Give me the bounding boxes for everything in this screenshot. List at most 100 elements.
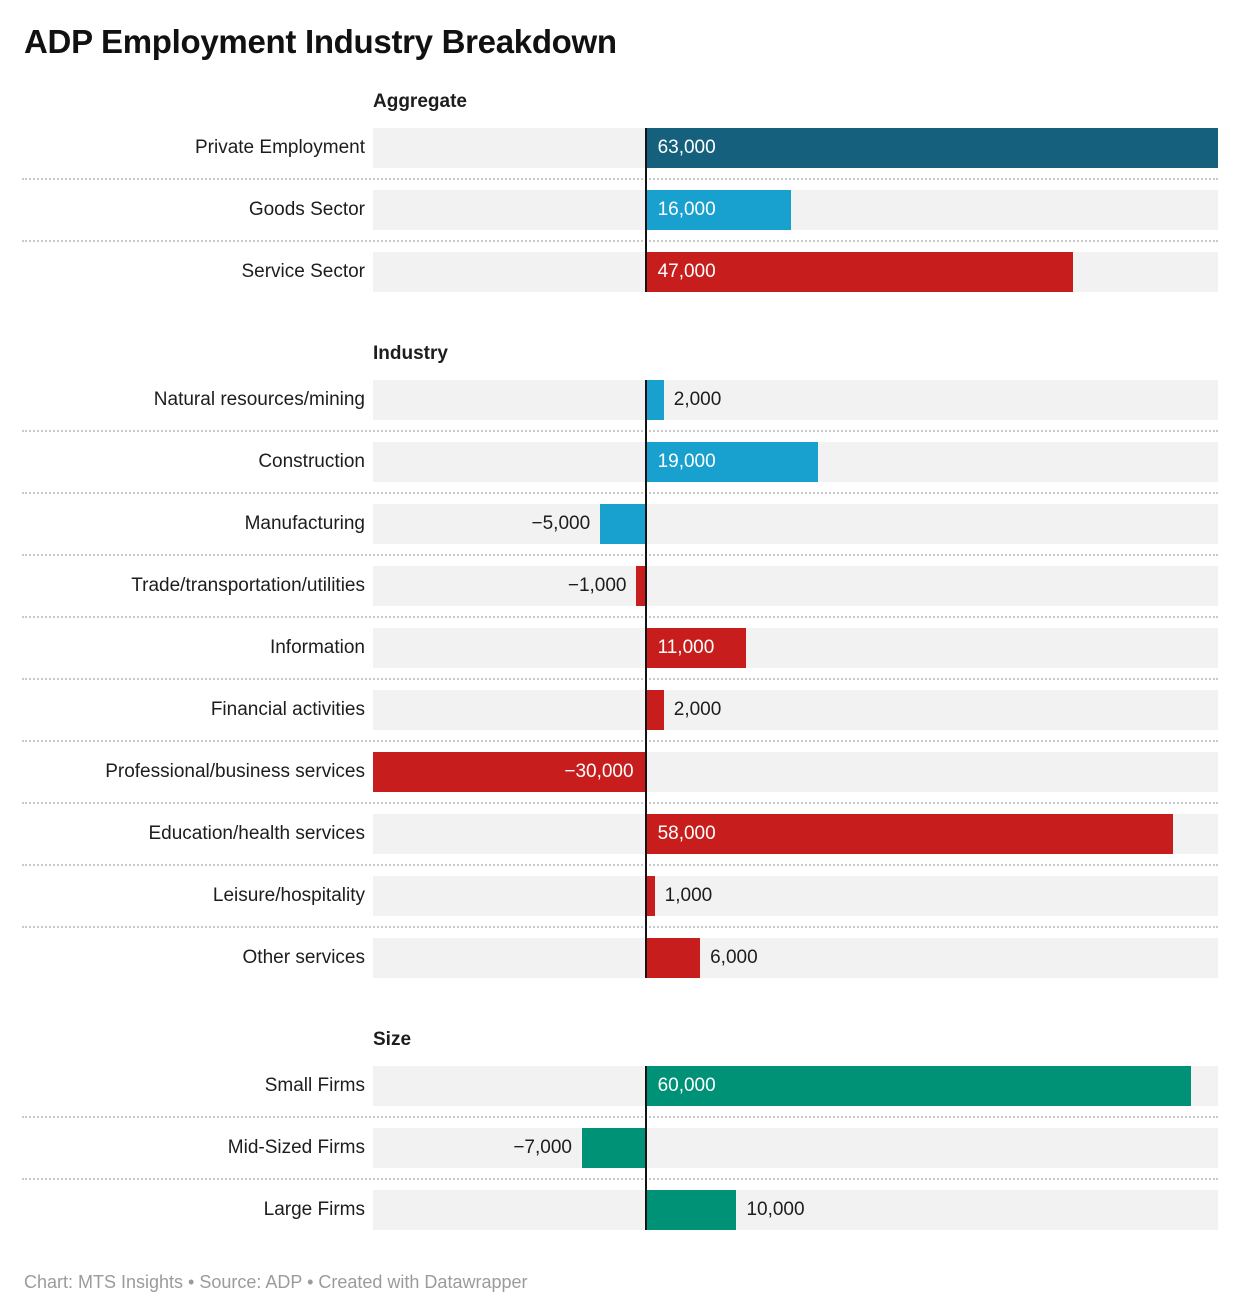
value-label: 2,000: [673, 389, 722, 410]
bar-track: 47,000: [373, 252, 1218, 292]
bar-track: −5,000: [373, 504, 1218, 544]
row-label: Professional/business services: [105, 761, 365, 782]
bar: [636, 566, 646, 606]
bar-track: 1,000: [373, 876, 1218, 916]
row-label: Other services: [242, 947, 365, 968]
bar: 16,000: [645, 190, 791, 230]
bar: 60,000: [645, 1066, 1191, 1106]
bar: 58,000: [645, 814, 1173, 854]
value-label: 10,000: [746, 1199, 805, 1220]
bar: [645, 380, 664, 420]
bar-row: Goods Sector 16,000: [24, 190, 1218, 230]
row-separator: [22, 1116, 1218, 1118]
bar-row: Information 11,000: [24, 628, 1218, 668]
row-separator: [22, 554, 1218, 556]
value-label: 6,000: [710, 947, 758, 968]
value-label: 11,000: [657, 637, 715, 658]
bar-track: 60,000: [373, 1066, 1218, 1106]
value-label: 19,000: [657, 451, 716, 472]
row-label: Education/health services: [148, 823, 365, 844]
bar-track: 2,000: [373, 690, 1218, 730]
bar-row: Trade/transportation/utilities −1,000: [24, 566, 1218, 606]
row-label: Mid-Sized Firms: [227, 1137, 365, 1158]
bar-track: 10,000: [373, 1190, 1218, 1230]
bar: [600, 504, 646, 544]
value-label: −30,000: [564, 761, 634, 782]
chart-footer: Chart: MTS Insights • Source: ADP • Crea…: [24, 1272, 528, 1292]
value-label: −5,000: [531, 513, 591, 534]
row-separator: [22, 178, 1218, 180]
value-label: 47,000: [657, 261, 716, 282]
row-label: Leisure/hospitality: [212, 885, 365, 906]
row-label: Financial activities: [210, 699, 365, 720]
bar-row: Large Firms 10,000: [24, 1190, 1218, 1230]
bar: −30,000: [373, 752, 646, 792]
chart-section-aggregate: Aggregate Private Employment 63,000 Goods S…: [22, 90, 1218, 292]
value-label: 63,000: [657, 137, 716, 158]
row-separator: [22, 1178, 1218, 1180]
bar: [645, 876, 655, 916]
row-label: Information: [269, 637, 365, 658]
bar: [645, 938, 701, 978]
value-label: 60,000: [657, 1075, 716, 1096]
value-label: 16,000: [657, 199, 716, 220]
row-separator: [22, 926, 1218, 928]
bar: 19,000: [645, 442, 819, 482]
bar-track: 63,000: [373, 128, 1218, 168]
bar-track: 6,000: [373, 938, 1218, 978]
row-separator: [22, 240, 1218, 242]
section-title: Size: [373, 1029, 412, 1050]
section-title: Aggregate: [373, 91, 467, 112]
bar-row: Other services 6,000: [24, 938, 1218, 978]
value-label: −7,000: [513, 1137, 572, 1158]
row-separator: [22, 678, 1218, 680]
value-label: 58,000: [657, 823, 716, 844]
chart-section-industry: Industry Natural resources/mining 2,000 Con…: [22, 342, 1218, 978]
value-label: −1,000: [567, 575, 627, 596]
value-label: 1,000: [664, 885, 713, 906]
row-label: Private Employment: [194, 137, 365, 158]
bar-track: −30,000: [373, 752, 1218, 792]
bar-row: Construction 19,000: [24, 442, 1218, 482]
row-label: Goods Sector: [248, 199, 365, 220]
chart-section-size: Size Small Firms 60,000 Mid-Sized Firms −7,0…: [22, 1028, 1218, 1230]
section-rows: Private Employment 63,000 Goods Sector 16,0…: [22, 128, 1218, 292]
bar-row: Education/health services 58,000: [24, 814, 1218, 854]
bar-track: 58,000: [373, 814, 1218, 854]
row-separator: [22, 864, 1218, 866]
bar-track: 16,000: [373, 190, 1218, 230]
section-rows: Small Firms 60,000 Mid-Sized Firms −7,000 La…: [22, 1066, 1218, 1230]
value-label: 2,000: [673, 699, 722, 720]
bar-row: Service Sector 47,000: [24, 252, 1218, 292]
row-separator: [22, 740, 1218, 742]
row-label: Small Firms: [264, 1075, 365, 1096]
bar-row: Mid-Sized Firms −7,000: [24, 1128, 1218, 1168]
chart-title: ADP Employment Industry Breakdown: [24, 23, 617, 60]
row-separator: [22, 492, 1218, 494]
bar-row: Manufacturing −5,000: [24, 504, 1218, 544]
bar-track: 19,000: [373, 442, 1218, 482]
row-separator: [22, 430, 1218, 432]
bar-row: Financial activities 2,000: [24, 690, 1218, 730]
row-label: Construction: [258, 451, 365, 472]
row-label: Service Sector: [241, 261, 365, 282]
bar-row: Natural resources/mining 2,000: [24, 380, 1218, 420]
row-label: Trade/transportation/utilities: [131, 575, 365, 596]
bar-row: Professional/business services −30,000: [24, 752, 1218, 792]
row-label: Manufacturing: [244, 513, 365, 534]
bar: [645, 1190, 737, 1230]
bar-row: Small Firms 60,000: [24, 1066, 1218, 1106]
row-label: Large Firms: [263, 1199, 365, 1220]
bar: [581, 1128, 646, 1168]
row-label: Natural resources/mining: [153, 389, 365, 410]
chart-sections: Aggregate Private Employment 63,000 Goods S…: [22, 90, 1218, 1230]
bar: 63,000: [645, 128, 1218, 168]
bar-row: Private Employment 63,000: [24, 128, 1218, 168]
bar: [645, 690, 664, 730]
bar: 11,000: [645, 628, 746, 668]
bar-track: 11,000: [373, 628, 1218, 668]
row-separator: [22, 616, 1218, 618]
bar-track: −7,000: [373, 1128, 1218, 1168]
bar-row: Leisure/hospitality 1,000: [24, 876, 1218, 916]
